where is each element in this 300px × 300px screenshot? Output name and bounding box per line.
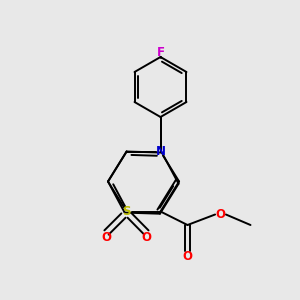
Text: O: O [215,208,226,221]
Text: N: N [155,145,166,158]
Text: S: S [122,205,131,218]
Text: O: O [141,231,152,244]
Text: F: F [157,46,164,59]
Text: O: O [101,231,112,244]
Text: O: O [182,250,193,263]
